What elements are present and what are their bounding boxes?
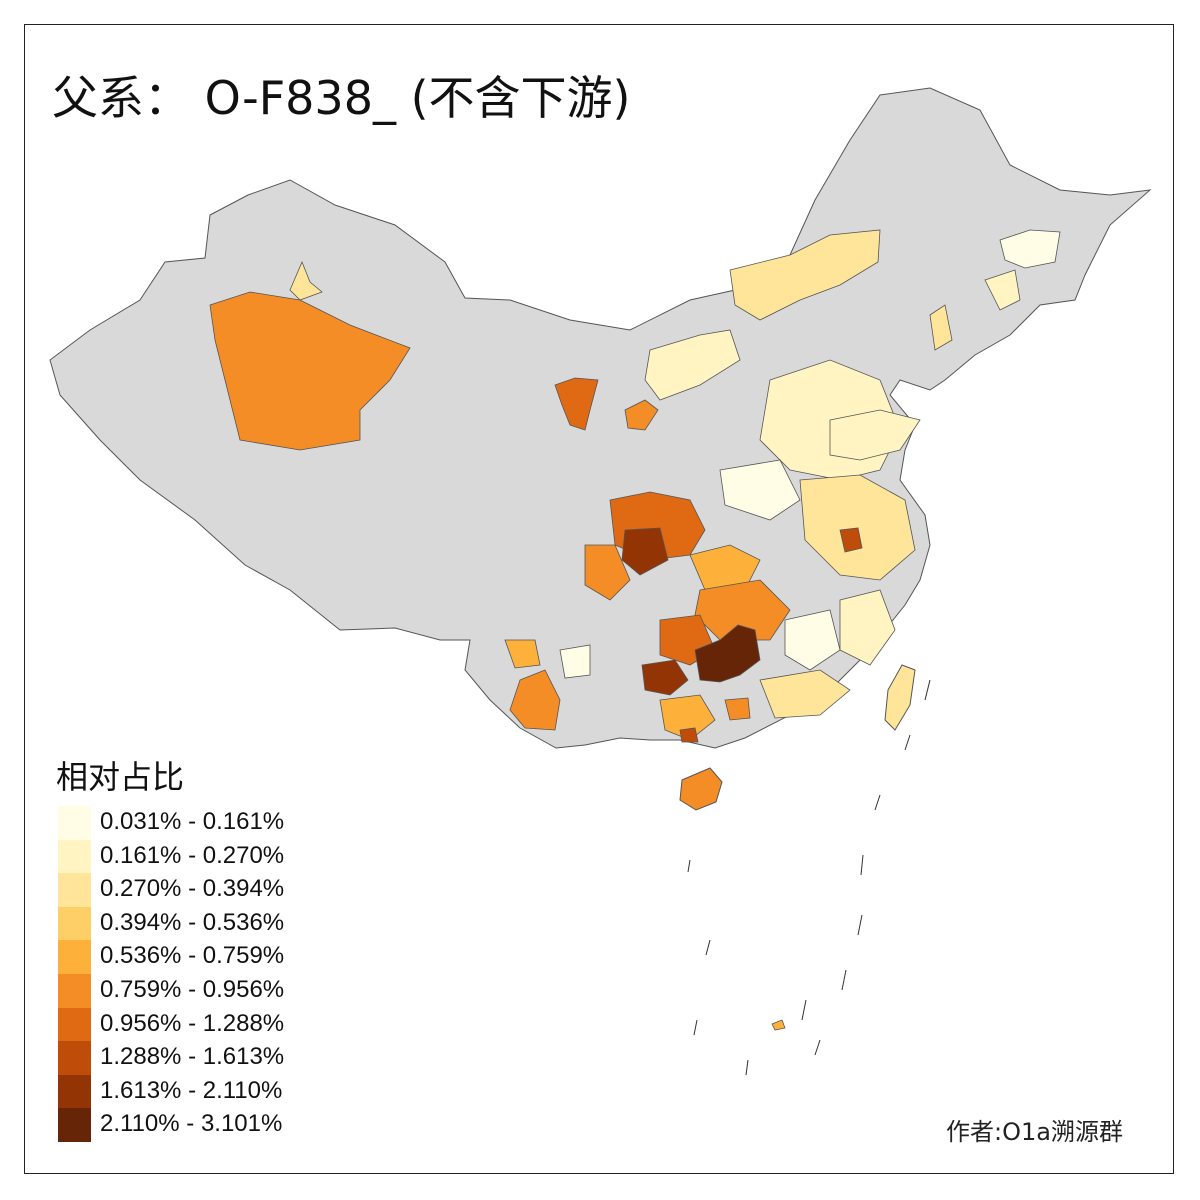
region-layer	[209, 229, 1061, 743]
region-shandong	[829, 409, 921, 461]
taiwan-island	[884, 664, 916, 731]
region-hunan-hubei	[694, 579, 791, 641]
legend-label: 0.161% - 0.270%	[100, 841, 285, 869]
legend-swatch	[58, 806, 91, 840]
region-chongqing	[689, 544, 761, 591]
region-heilongjiang	[999, 229, 1061, 269]
legend-label: 1.613% - 2.110%	[100, 1076, 283, 1104]
legend-swatch	[58, 906, 91, 941]
legend-label: 1.288% - 1.613%	[100, 1043, 285, 1071]
legend-swatch	[58, 1108, 91, 1142]
spratly-colored-islet	[771, 1019, 786, 1031]
legend-label: 0.031% - 0.161%	[100, 808, 285, 835]
region-gansu-1	[554, 377, 599, 431]
region-guangxi	[641, 659, 689, 696]
legend-swatch	[58, 1007, 91, 1042]
legend-swatch	[58, 1041, 91, 1075]
map-frame	[24, 24, 1174, 1174]
region-sichuan-core	[621, 527, 669, 576]
legend-label: 2.110% - 3.101%	[100, 1110, 283, 1138]
legend-swatch	[58, 839, 91, 874]
legend-label: 0.536% - 0.759%	[100, 942, 285, 970]
region-guangdong-west	[659, 694, 716, 741]
map-title: 父系： O-F838_ (不含下游)	[52, 71, 631, 125]
region-jilin	[984, 269, 1021, 311]
author-credit: 作者:O1a溯源群	[946, 1118, 1123, 1146]
region-guangdong-central	[724, 697, 751, 721]
legend-label: 0.394% - 0.536%	[100, 908, 285, 936]
legend-label: 0.270% - 0.394%	[100, 875, 285, 903]
region-guangdong-east	[759, 669, 851, 719]
region-gansu-2	[624, 399, 659, 431]
region-leizhou	[679, 727, 699, 743]
region-liaoning	[929, 304, 953, 351]
region-jiangsu-anhui	[799, 474, 916, 581]
legend-swatch	[58, 940, 91, 974]
china-mainland-base	[49, 87, 1152, 749]
legend-swatch	[58, 1074, 91, 1109]
region-fujian	[839, 589, 896, 666]
region-shanxi-henan	[719, 459, 801, 521]
legend-label: 0.956% - 1.288%	[100, 1009, 285, 1037]
legend-title: 相对占比	[56, 758, 185, 796]
legend-swatch	[58, 873, 91, 907]
region-altay	[289, 260, 323, 301]
region-jiangxi	[784, 609, 841, 671]
legend-label: 0.759% - 0.956%	[100, 975, 285, 1003]
legend-swatch	[58, 973, 91, 1008]
region-yunnan-west	[504, 639, 541, 669]
hainan-island	[679, 767, 723, 811]
region-sichuan-south	[584, 544, 631, 601]
south-china-sea-islands	[687, 679, 931, 1076]
region-inner-mongolia-1	[729, 229, 881, 321]
region-inner-mongolia-2	[644, 329, 741, 401]
region-hunan-core	[694, 624, 761, 683]
region-yunnan-east	[559, 644, 591, 679]
region-yunnan-south	[509, 669, 561, 731]
region-anhui-hot	[839, 527, 863, 553]
